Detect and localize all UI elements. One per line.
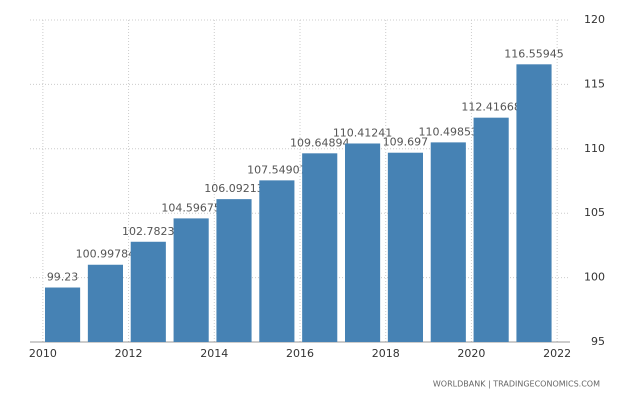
bar <box>516 64 552 343</box>
x-tick-label: 2016 <box>286 347 314 360</box>
y-tick-label: 120 <box>584 13 605 26</box>
y-tick-label: 115 <box>584 77 605 90</box>
value-label: 110.49853 <box>419 125 479 138</box>
source: WORLDBANK | TRADINGECONOMICS.COM <box>433 380 600 389</box>
bar <box>473 117 509 343</box>
value-label: 102.7823 <box>122 225 175 238</box>
bar <box>45 287 81 342</box>
x-tick-label: 2018 <box>372 347 400 360</box>
value-label: 109.64894 <box>290 136 350 149</box>
bar <box>387 152 423 342</box>
value-label: 100.99784 <box>76 248 136 261</box>
y-tick-label: 110 <box>584 142 605 155</box>
bar <box>345 143 381 342</box>
bar <box>259 180 295 342</box>
value-label: 107.54907 <box>247 163 307 176</box>
bar <box>430 142 466 342</box>
x-tick-label: 2020 <box>457 347 485 360</box>
x-tick-label: 2014 <box>200 347 228 360</box>
bar <box>216 199 252 342</box>
value-label: 110.41241 <box>333 126 393 139</box>
value-label: 106.09213 <box>204 182 264 195</box>
x-tick-label: 2012 <box>115 347 143 360</box>
value-label: 104.59675 <box>161 201 221 214</box>
bar <box>87 264 123 342</box>
y-tick-label: 105 <box>584 206 605 219</box>
y-tick-label: 100 <box>584 271 605 284</box>
value-label: 112.41668 <box>461 101 521 114</box>
value-label: 109.697 <box>383 136 429 149</box>
bar <box>302 153 338 342</box>
bar <box>130 241 166 342</box>
value-label: 116.55945 <box>504 47 564 60</box>
y-tick-label: 95 <box>591 335 605 348</box>
x-tick-label: 2010 <box>29 347 57 360</box>
value-label: 99.23 <box>47 271 79 284</box>
bar <box>173 218 209 342</box>
x-tick-label: 2022 <box>543 347 571 360</box>
